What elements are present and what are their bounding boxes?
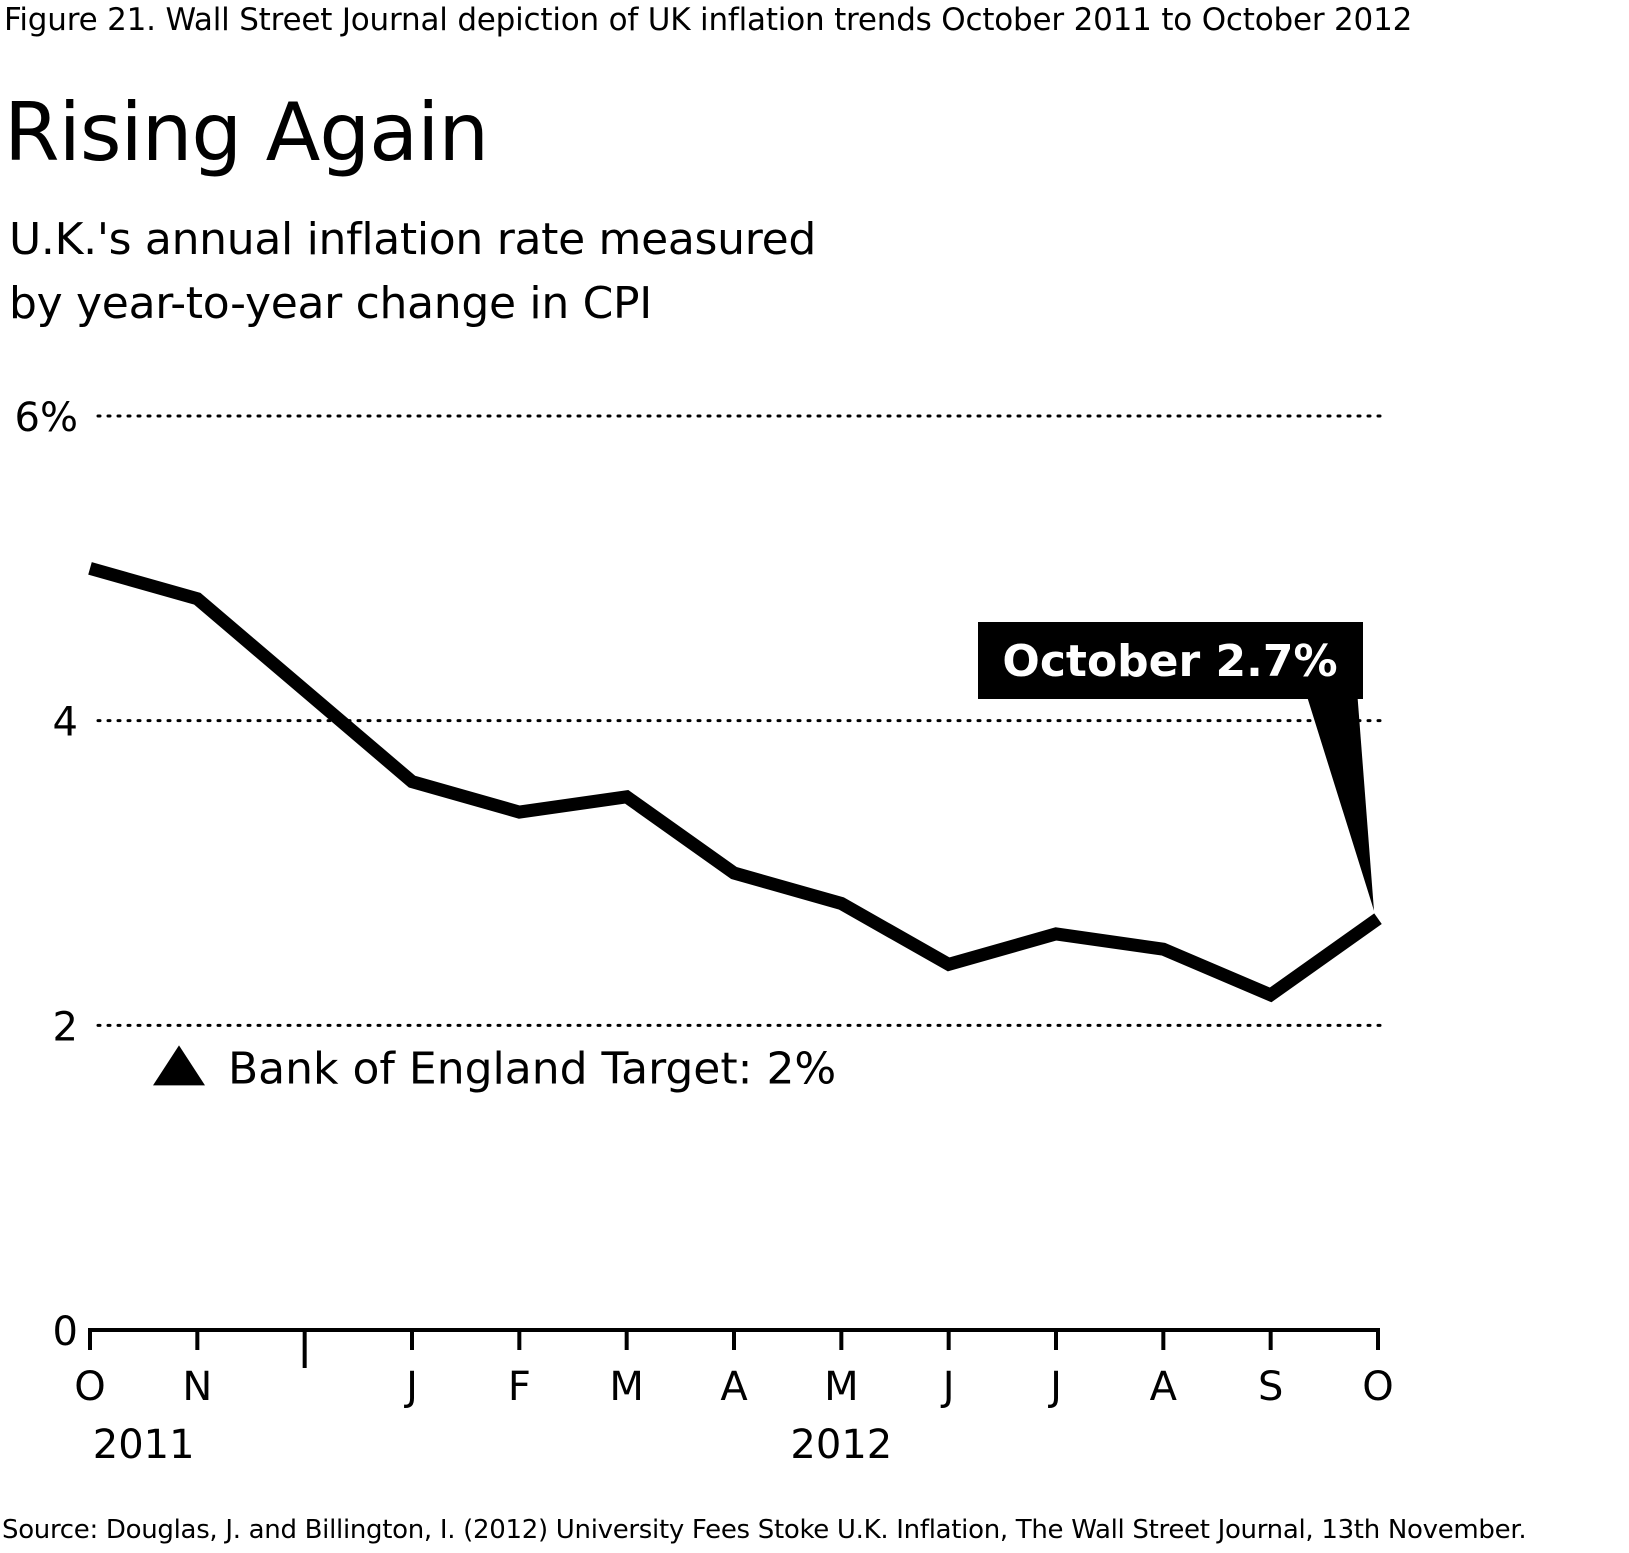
x-tick-labels: O N J F M A M J J A S O 2011 2012 xyxy=(74,1364,1393,1468)
chart-title: Rising Again xyxy=(4,86,489,179)
x-tick-label: N xyxy=(182,1364,212,1410)
callout-pointer xyxy=(1305,690,1374,911)
x-year-label: 2011 xyxy=(93,1422,195,1468)
source-citation: Source: Douglas, J. and Billington, I. (… xyxy=(2,1515,1527,1545)
callout-box xyxy=(978,622,1363,699)
x-tick-label: M xyxy=(609,1364,644,1410)
callout-label: October 2.7% xyxy=(1002,636,1337,687)
x-tick-label: F xyxy=(508,1364,531,1410)
y-tick-labels: 0 2 4 6% xyxy=(15,395,78,1355)
x-tick-label: J xyxy=(940,1364,955,1410)
x-tick-label: A xyxy=(720,1364,748,1410)
chart-subtitle: U.K.'s annual inflation rate measured by… xyxy=(9,208,816,336)
x-tick-label: J xyxy=(403,1364,418,1410)
x-tick-label: J xyxy=(1047,1364,1062,1410)
x-tick-label: M xyxy=(824,1364,859,1410)
subtitle-line-2: by year-to-year change in CPI xyxy=(9,278,652,329)
x-tick-label: O xyxy=(1362,1364,1393,1410)
gridlines xyxy=(96,414,1384,1027)
callout-annotation: October 2.7% xyxy=(978,622,1374,911)
x-tick-label: O xyxy=(74,1364,105,1410)
triangle-up-icon xyxy=(153,1045,205,1086)
x-axis xyxy=(88,1328,1380,1368)
x-year-label: 2012 xyxy=(790,1422,892,1468)
x-tick-label: A xyxy=(1150,1364,1178,1410)
y-tick-label: 0 xyxy=(53,1309,78,1355)
x-tick-label: S xyxy=(1258,1364,1283,1410)
subtitle-line-1: U.K.'s annual inflation rate measured xyxy=(9,214,816,265)
y-tick-label: 4 xyxy=(53,700,78,746)
figure-caption: Figure 21. Wall Street Journal depiction… xyxy=(4,2,1413,38)
y-tick-label: 2 xyxy=(53,1004,78,1050)
target-annotation: Bank of England Target: 2% xyxy=(153,1043,836,1094)
series-layer xyxy=(88,562,1382,1003)
series-line-0 xyxy=(88,562,1382,1003)
y-tick-label: 6% xyxy=(15,395,78,441)
target-label: Bank of England Target: 2% xyxy=(228,1043,836,1094)
